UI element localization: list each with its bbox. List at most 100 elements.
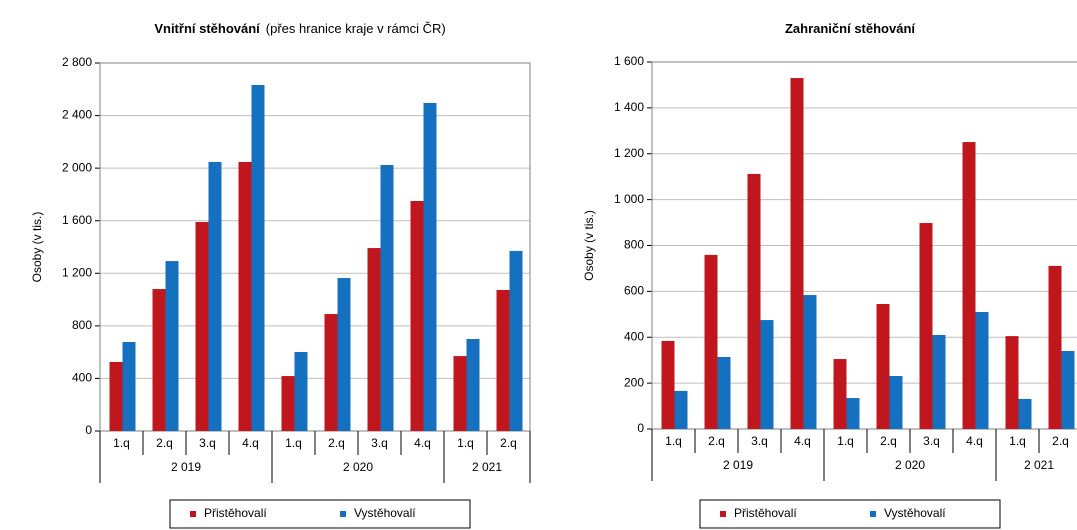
bar <box>251 84 265 431</box>
bar <box>674 390 688 429</box>
bar <box>281 376 295 431</box>
y-tick-label: 0 <box>637 421 644 435</box>
bar <box>846 398 860 429</box>
bar <box>509 250 523 431</box>
legend-label: Vystěhovalí <box>354 506 416 520</box>
x-tick-label: 1.q <box>457 436 474 450</box>
bar <box>919 223 933 429</box>
y-tick-label: 400 <box>624 329 644 343</box>
y-tick-label: 1 000 <box>614 192 644 206</box>
bar <box>889 376 903 429</box>
y-tick-label: 800 <box>624 238 644 252</box>
y-axis-label: Osoby (v tis.) <box>582 210 596 281</box>
y-tick-label: 1 200 <box>614 146 644 160</box>
y-tick-label: 600 <box>624 284 644 298</box>
legend-swatch <box>870 511 876 517</box>
bar <box>790 78 804 430</box>
x-tick-label: 4.q <box>794 434 811 448</box>
legend-swatch <box>340 511 346 517</box>
legend-label: Vystěhovalí <box>884 506 946 520</box>
bar <box>466 339 480 431</box>
bar <box>747 173 761 429</box>
bar <box>760 320 774 429</box>
x-tick-label: 1.q <box>285 436 302 450</box>
x-tick-label: 4.q <box>966 434 983 448</box>
x-tick-label: 1.q <box>1009 434 1026 448</box>
x-tick-label: 2.q <box>880 434 897 448</box>
bar <box>208 161 222 432</box>
y-tick-label: 1 600 <box>62 213 92 227</box>
legend-box <box>699 499 1001 529</box>
bar <box>122 342 136 431</box>
x-tick-label: 2.q <box>156 436 173 450</box>
bar <box>1018 398 1032 429</box>
x-tick-label: 3.q <box>199 436 216 450</box>
x-tick-label: 3.q <box>371 436 388 450</box>
chart-title: Zahraniční stěhování <box>785 21 915 36</box>
x-group-label: 2 021 <box>1024 458 1054 472</box>
bar <box>975 312 989 429</box>
bar <box>410 201 424 431</box>
bar <box>833 359 847 429</box>
bar <box>152 289 166 431</box>
y-tick-label: 2 000 <box>62 160 92 174</box>
y-tick-label: 1 600 <box>614 54 644 68</box>
x-group-label: 2 019 <box>723 458 753 472</box>
x-tick-label: 3.q <box>751 434 768 448</box>
chart-title: Vnitřní stěhování (přes hranice kraje v r… <box>154 21 445 36</box>
legend-swatch <box>720 511 726 517</box>
bar <box>1061 351 1075 429</box>
bar <box>195 222 209 431</box>
bar <box>962 142 976 429</box>
legend-box <box>169 499 471 529</box>
bar <box>367 248 381 431</box>
y-axis-label: Osoby (v tis.) <box>30 212 44 283</box>
bar <box>238 161 252 432</box>
bar <box>1005 336 1019 429</box>
x-tick-label: 2.q <box>328 436 345 450</box>
x-tick-label: 4.q <box>242 436 259 450</box>
bar <box>661 340 675 429</box>
y-tick-label: 1 400 <box>614 100 644 114</box>
y-tick-label: 2 400 <box>62 108 92 122</box>
title-main: Zahraniční stěhování <box>785 21 915 36</box>
bar <box>337 278 351 431</box>
x-tick-label: 1.q <box>665 434 682 448</box>
legend-swatch <box>190 511 196 517</box>
bar <box>165 261 179 431</box>
bar <box>423 102 437 431</box>
title-main: Vnitřní stěhování <box>154 21 260 36</box>
y-tick-label: 200 <box>624 375 644 389</box>
x-group-label: 2 020 <box>343 460 373 474</box>
x-group-label: 2 021 <box>472 460 502 474</box>
bar <box>380 164 394 431</box>
x-group-label: 2 019 <box>171 460 201 474</box>
x-tick-label: 2.q <box>500 436 517 450</box>
bar <box>1048 265 1062 429</box>
bar <box>324 314 338 431</box>
bar <box>876 303 890 429</box>
y-tick-label: 1 200 <box>62 265 92 279</box>
x-tick-label: 4.q <box>414 436 431 450</box>
bar <box>496 289 510 431</box>
x-tick-label: 2.q <box>1052 434 1069 448</box>
bar <box>109 362 123 431</box>
y-tick-label: 400 <box>72 371 92 385</box>
x-tick-label: 3.q <box>923 434 940 448</box>
bar <box>717 356 731 429</box>
bar <box>803 295 817 429</box>
bar <box>294 352 308 431</box>
x-tick-label: 1.q <box>113 436 130 450</box>
bar <box>932 334 946 429</box>
legend-label: Přistěhovalí <box>204 506 267 520</box>
bar <box>453 356 467 431</box>
x-group-label: 2 020 <box>895 458 925 472</box>
x-tick-label: 2.q <box>708 434 725 448</box>
bar <box>704 254 718 429</box>
title-sub: (přes hranice kraje v rámci ČR) <box>266 21 446 36</box>
y-tick-label: 0 <box>85 423 92 437</box>
y-tick-label: 800 <box>72 318 92 332</box>
